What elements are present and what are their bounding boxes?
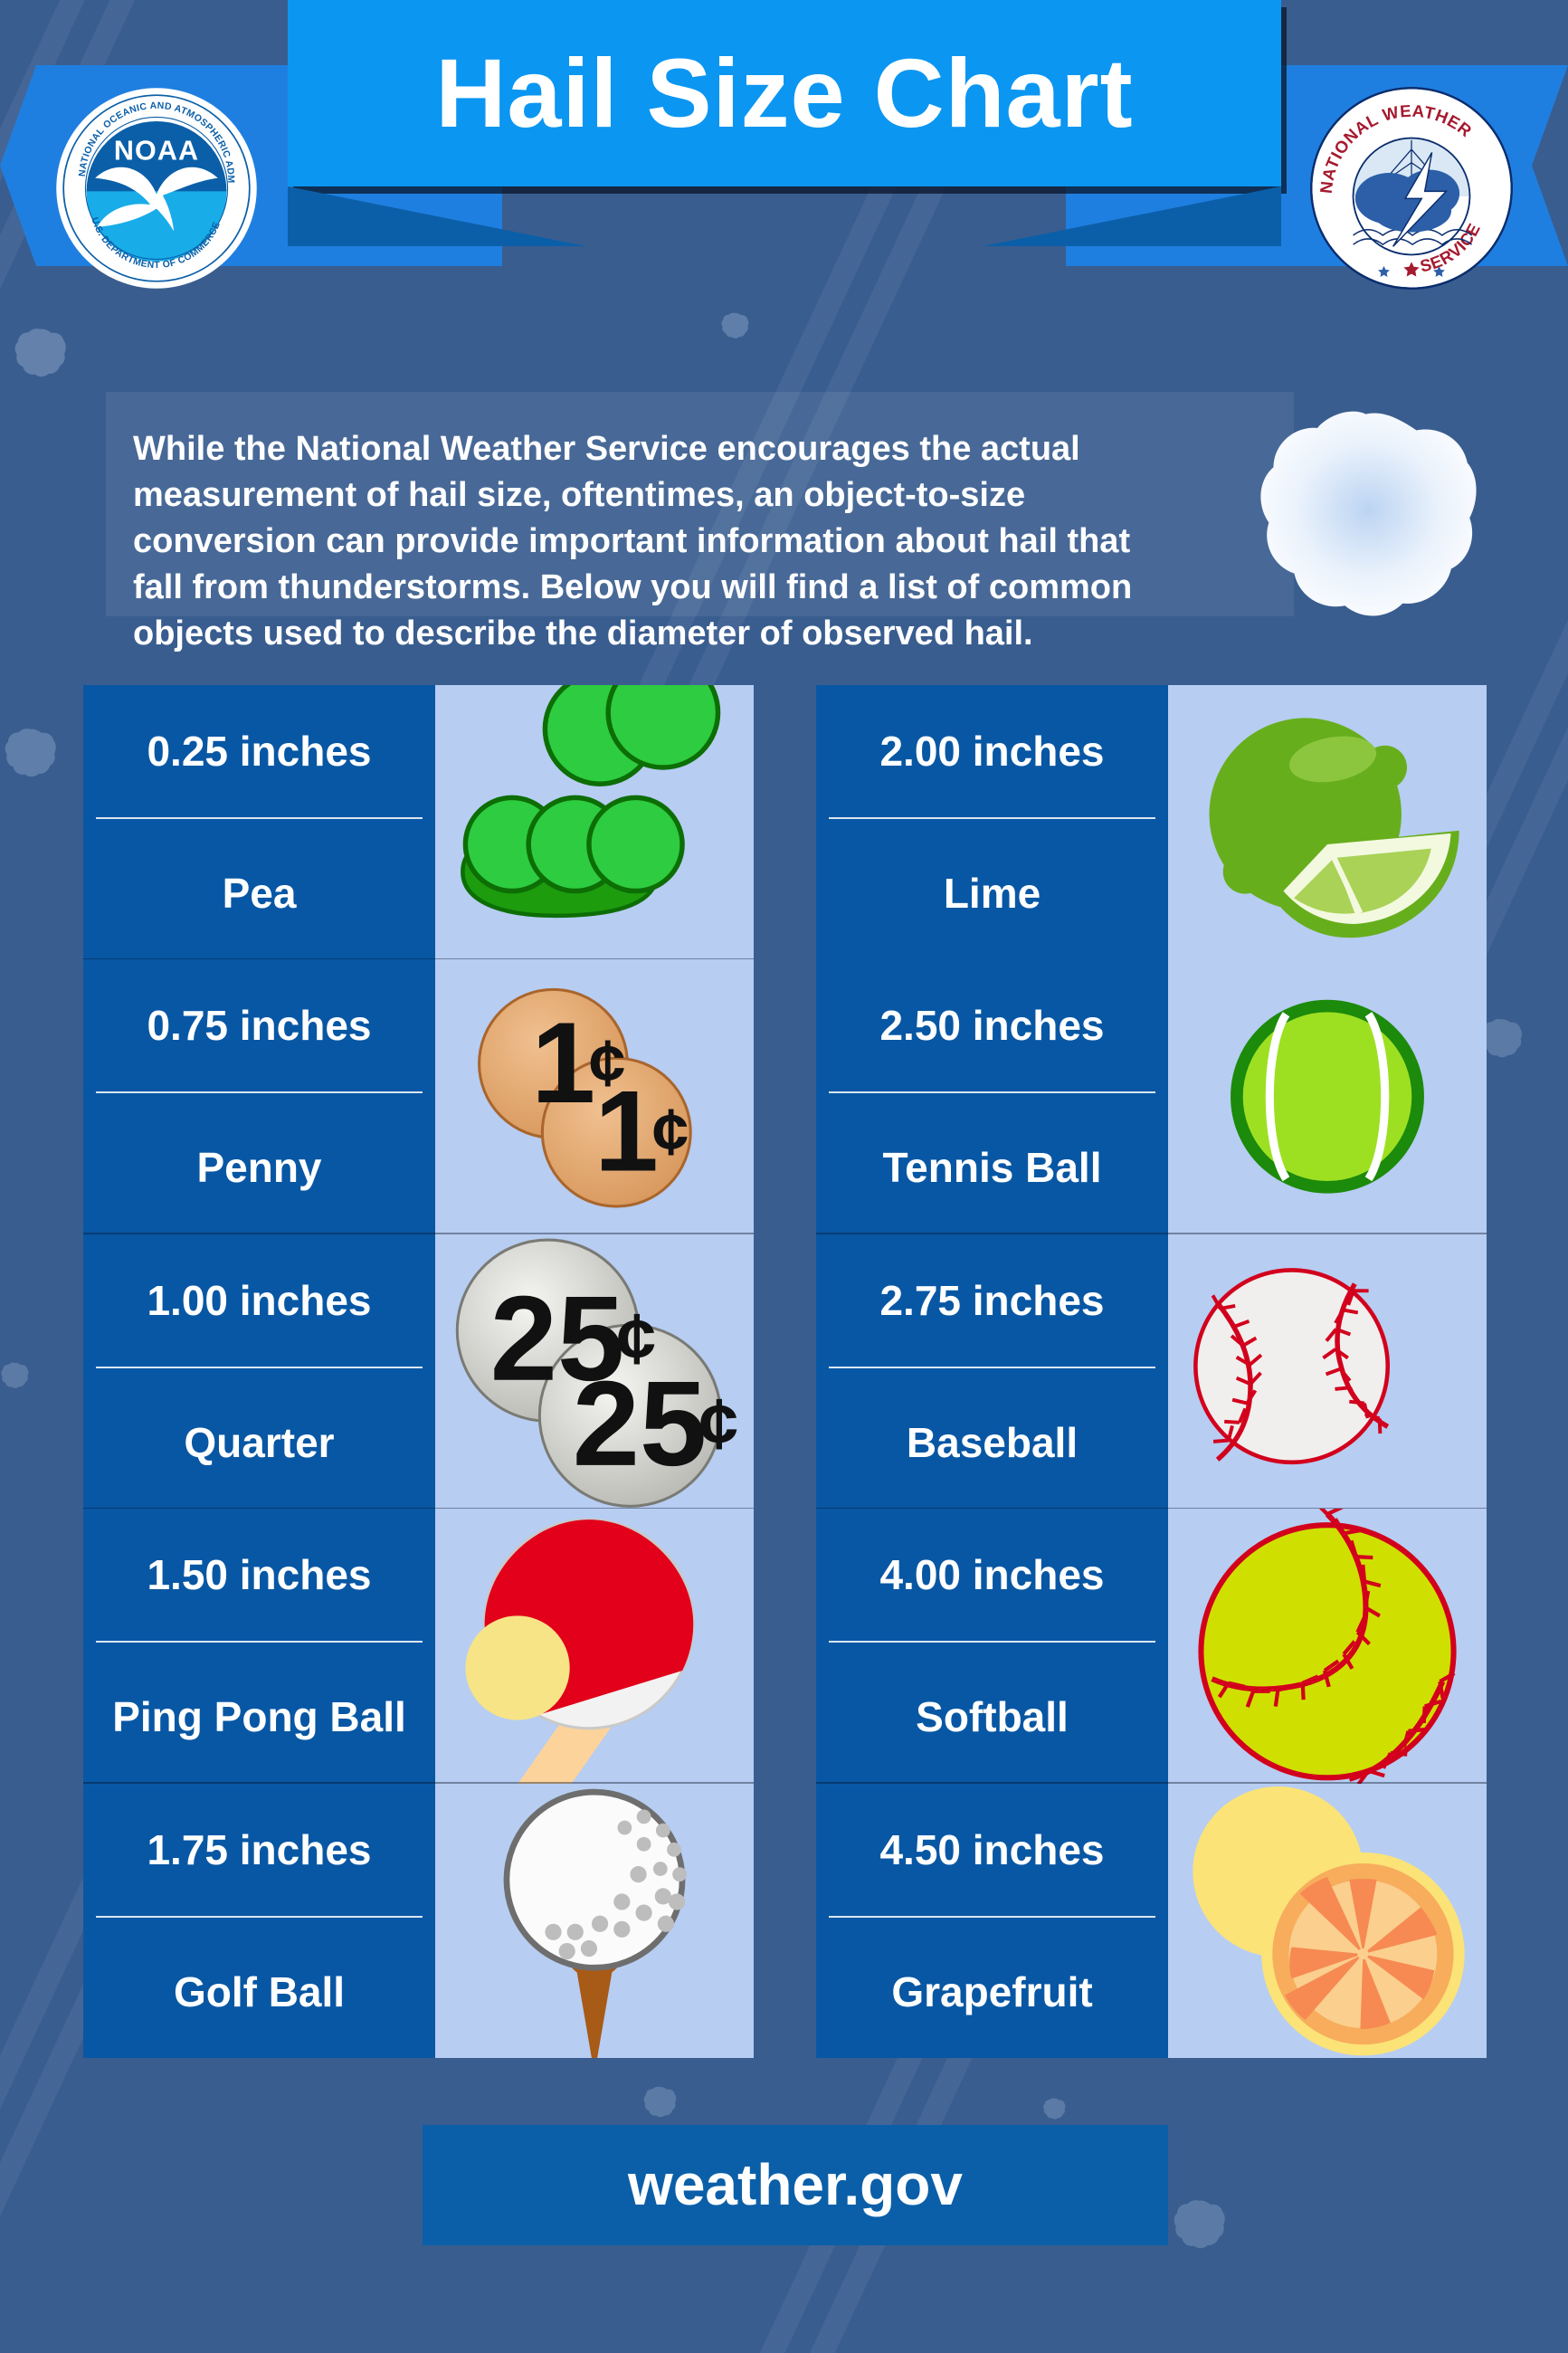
svg-text:¢: ¢ <box>652 1096 689 1169</box>
svg-text:25: 25 <box>573 1357 707 1491</box>
svg-text:¢: ¢ <box>698 1384 738 1463</box>
svg-text:NOAA: NOAA <box>114 135 199 166</box>
svg-text:1: 1 <box>531 999 595 1128</box>
svg-text:1: 1 <box>594 1068 659 1196</box>
